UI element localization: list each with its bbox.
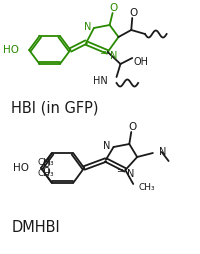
Text: HO: HO: [13, 163, 29, 173]
Text: O: O: [109, 3, 118, 13]
Text: N: N: [84, 22, 91, 32]
Text: N: N: [103, 141, 111, 151]
Text: HN: HN: [93, 76, 108, 86]
Text: HO: HO: [3, 45, 19, 55]
Text: O: O: [42, 167, 50, 177]
Text: N: N: [159, 147, 166, 157]
Text: CH₃: CH₃: [38, 169, 54, 178]
Text: =: =: [116, 167, 123, 176]
Text: O: O: [42, 159, 50, 169]
Text: OH: OH: [133, 57, 148, 67]
Text: HBI (in GFP): HBI (in GFP): [11, 101, 99, 116]
Text: CH₃: CH₃: [38, 158, 54, 167]
Text: =: =: [99, 49, 106, 57]
Text: DMHBI: DMHBI: [11, 220, 60, 235]
Text: N: N: [110, 51, 117, 61]
Text: CH₃: CH₃: [138, 183, 155, 193]
Text: N: N: [127, 169, 135, 179]
Text: O: O: [129, 8, 137, 18]
Text: O: O: [128, 122, 136, 132]
